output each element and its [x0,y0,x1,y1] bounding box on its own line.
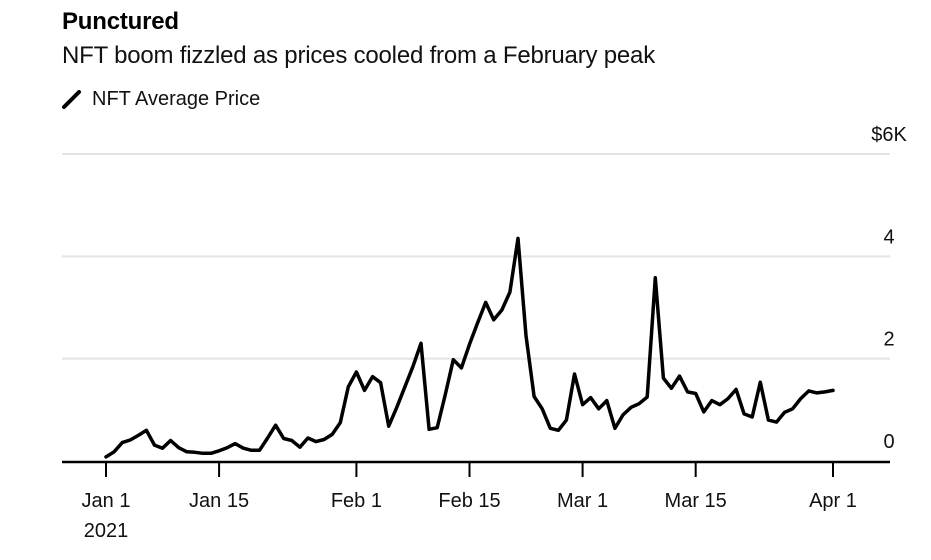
x-axis-label: Jan 1 [82,490,131,512]
chart-subtitle: NFT boom fizzled as prices cooled from a… [62,42,656,69]
y-axis-label: 4 [883,226,894,248]
y-axis-label: 2 [883,329,894,351]
x-axis-label: Mar 1 [557,490,608,512]
y-axis-label: $6K [871,124,907,146]
legend-series-label: NFT Average Price [92,88,261,110]
chart-legend: NFT Average Price [62,88,260,111]
x-axis-label: Mar 15 [665,490,727,512]
x-axis-label: Apr 1 [809,490,857,512]
y-axis-label: 0 [883,431,894,453]
price-line [104,236,835,459]
x-axis-label: Feb 15 [438,490,500,512]
x-axis-label: Feb 1 [331,490,382,512]
chart-title: Punctured [62,8,179,35]
legend-slash-icon [62,89,81,109]
x-axis-label: 2021 [84,520,129,542]
x-axis-label: Jan 15 [189,490,249,512]
